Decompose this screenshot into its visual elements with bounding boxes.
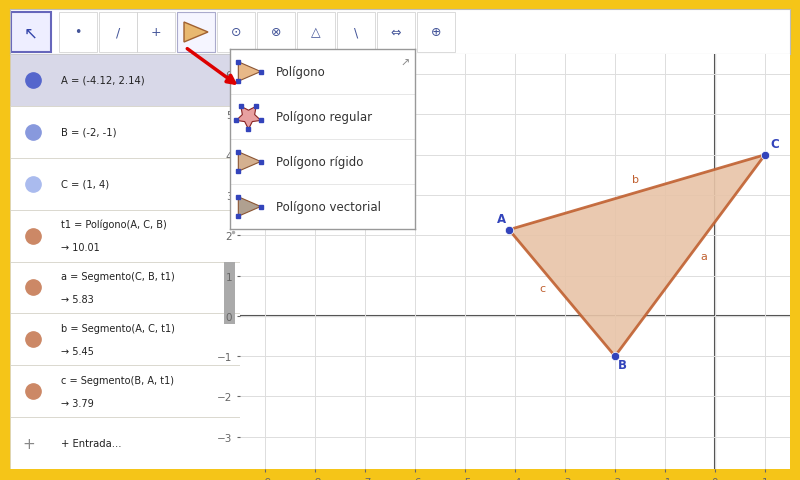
Text: +: + [22, 436, 34, 451]
Text: C: C [770, 138, 778, 151]
Text: C = (1, 4): C = (1, 4) [61, 180, 109, 189]
Text: ↗: ↗ [400, 59, 410, 69]
Text: → 5.83: → 5.83 [61, 294, 94, 304]
Text: A: A [497, 213, 506, 226]
Bar [10, 55, 240, 107]
Text: ⊗: ⊗ [270, 26, 282, 39]
Bar [10, 314, 240, 365]
Text: Polígono: Polígono [276, 66, 326, 79]
Text: c = Segmento(B, A, t1): c = Segmento(B, A, t1) [61, 375, 174, 385]
Bar [10, 158, 240, 210]
Text: a: a [700, 252, 707, 262]
Text: \: \ [354, 26, 358, 39]
Polygon shape [238, 153, 261, 172]
Text: → 5.45: → 5.45 [61, 346, 94, 356]
Text: b: b [632, 175, 639, 185]
Polygon shape [184, 23, 208, 43]
Text: ↖: ↖ [24, 24, 38, 42]
FancyBboxPatch shape [99, 13, 137, 53]
FancyBboxPatch shape [297, 13, 335, 53]
Text: → 10.01: → 10.01 [61, 242, 99, 252]
FancyBboxPatch shape [377, 13, 415, 53]
Text: Polígono vectorial: Polígono vectorial [276, 201, 382, 214]
Bar [10, 107, 240, 158]
Bar [10, 417, 240, 469]
Text: A = (-4.12, 2.14): A = (-4.12, 2.14) [61, 76, 144, 86]
Text: B = (-2, -1): B = (-2, -1) [61, 128, 116, 138]
Polygon shape [236, 107, 261, 130]
Text: Polígono rígido: Polígono rígido [276, 156, 364, 168]
Text: ⊕: ⊕ [430, 26, 442, 39]
FancyBboxPatch shape [177, 13, 215, 53]
Text: B: B [618, 359, 626, 372]
Bar [224, 262, 235, 324]
FancyBboxPatch shape [177, 13, 215, 53]
Text: /: / [116, 26, 120, 39]
Bar [10, 210, 240, 262]
Text: ⇔: ⇔ [390, 26, 402, 39]
FancyBboxPatch shape [11, 13, 51, 53]
Bar [10, 365, 240, 417]
Text: c: c [539, 283, 546, 293]
FancyBboxPatch shape [257, 13, 295, 53]
Text: •: • [74, 26, 82, 39]
FancyBboxPatch shape [59, 13, 97, 53]
FancyBboxPatch shape [217, 13, 255, 53]
FancyBboxPatch shape [337, 13, 375, 53]
Text: + Entrada...: + Entrada... [61, 438, 121, 448]
Text: t1 = Polígono(A, C, B): t1 = Polígono(A, C, B) [61, 219, 166, 230]
Polygon shape [509, 156, 765, 357]
FancyBboxPatch shape [137, 13, 175, 53]
Text: → 3.79: → 3.79 [61, 398, 94, 408]
Bar [10, 262, 240, 314]
Text: a = Segmento(C, B, t1): a = Segmento(C, B, t1) [61, 272, 174, 281]
Polygon shape [238, 197, 261, 217]
Text: △: △ [311, 26, 321, 39]
Text: ⊙: ⊙ [230, 26, 242, 39]
Text: Polígono regular: Polígono regular [276, 111, 372, 124]
Text: b = Segmento(A, C, t1): b = Segmento(A, C, t1) [61, 323, 174, 333]
FancyBboxPatch shape [417, 13, 455, 53]
Text: +: + [150, 26, 162, 39]
Polygon shape [238, 63, 261, 82]
